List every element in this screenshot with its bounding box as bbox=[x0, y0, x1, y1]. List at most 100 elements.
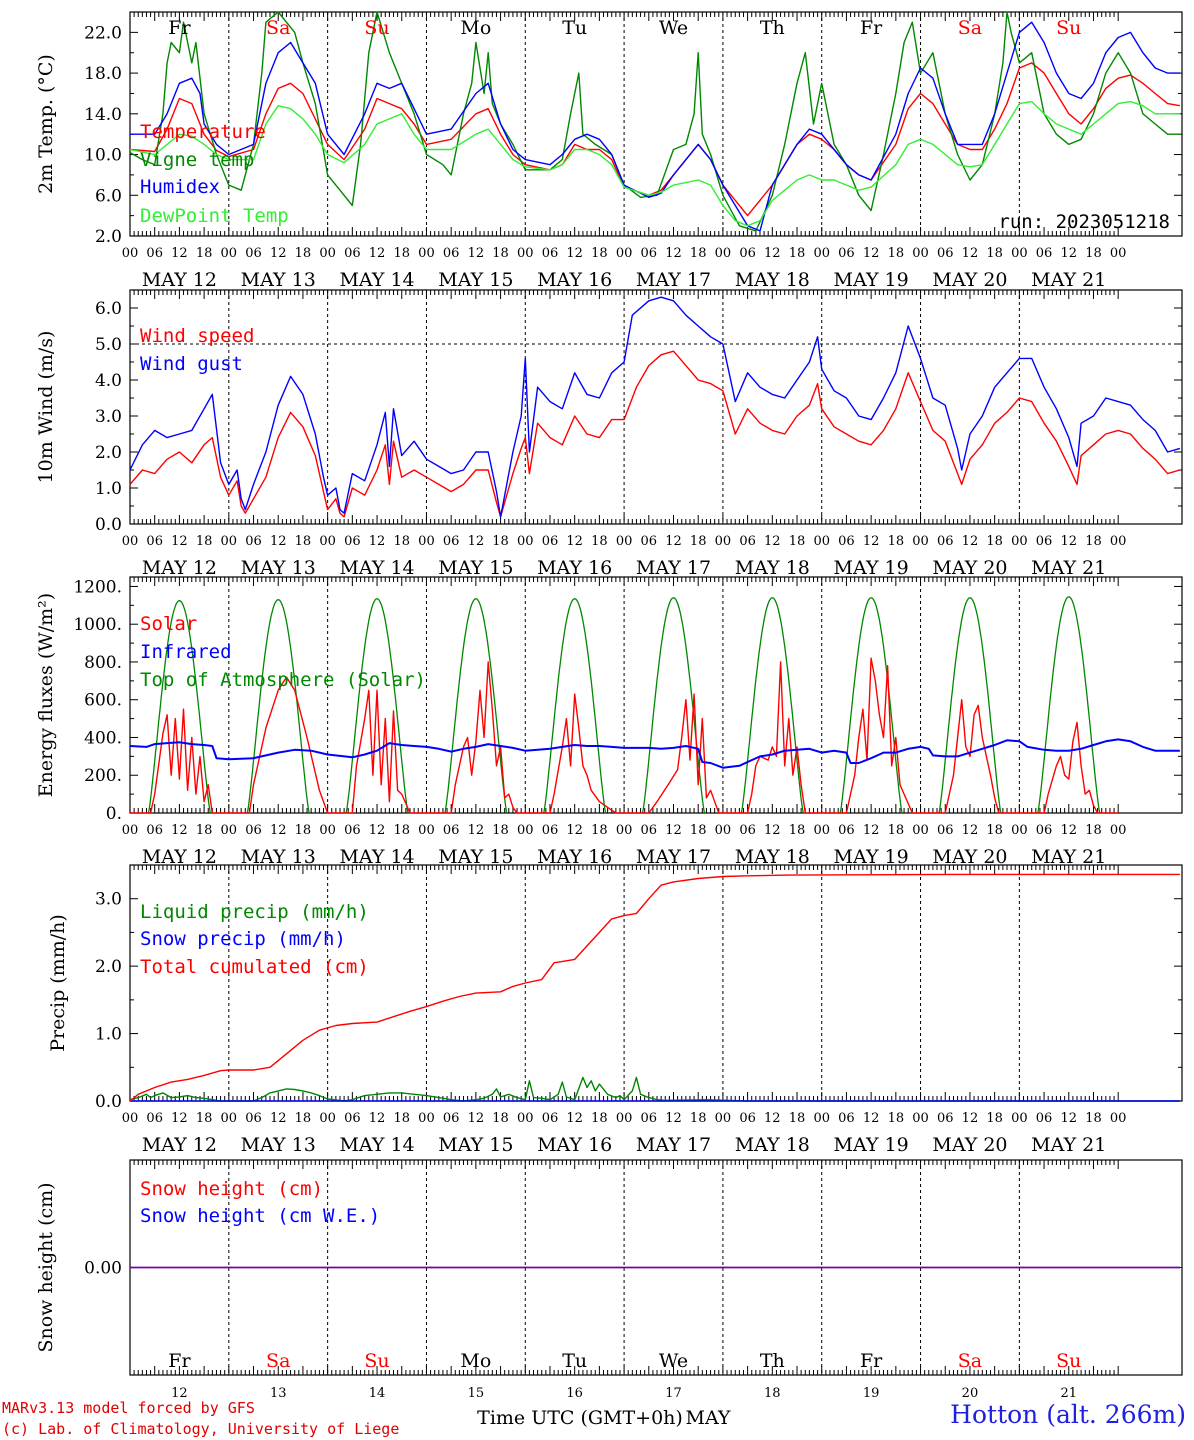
day-number-label: 15 bbox=[468, 1386, 485, 1401]
hour-label: 12 bbox=[369, 534, 386, 549]
hour-label: 12 bbox=[171, 246, 188, 261]
date-label: MAY 14 bbox=[339, 1134, 414, 1156]
day-label: Fr bbox=[860, 17, 883, 39]
hour-label: 18 bbox=[393, 534, 410, 549]
hour-label: 18 bbox=[591, 823, 608, 838]
hour-label: 12 bbox=[566, 823, 583, 838]
model-credit: MARv3.13 model forced by GFS bbox=[2, 1399, 255, 1417]
toa-solar-line bbox=[543, 597, 607, 814]
hour-label: 00 bbox=[1011, 1111, 1028, 1126]
hour-label: 06 bbox=[344, 1111, 361, 1126]
hour-label: 00 bbox=[912, 1111, 929, 1126]
hour-label: 06 bbox=[937, 534, 954, 549]
toa-solar-line bbox=[246, 599, 310, 814]
hour-label: 12 bbox=[270, 1111, 287, 1126]
legend-entry: DewPoint Temp bbox=[140, 205, 289, 227]
toa-solar-line bbox=[147, 599, 211, 814]
legend-entry: Snow height (cm) bbox=[140, 1178, 323, 1200]
hour-label: 12 bbox=[468, 1111, 485, 1126]
date-label: MAY 18 bbox=[735, 269, 810, 291]
day-label: Th bbox=[760, 1350, 785, 1372]
location-title: Hotton (alt. 266m) bbox=[950, 1400, 1186, 1429]
hour-label: 06 bbox=[443, 823, 460, 838]
date-label: MAY 17 bbox=[636, 846, 711, 868]
hour-label: 12 bbox=[1060, 246, 1077, 261]
day-label: Tu bbox=[562, 1350, 587, 1372]
hour-label: 06 bbox=[1036, 534, 1053, 549]
plot-frame bbox=[129, 576, 1183, 814]
hour-label: 00 bbox=[616, 246, 633, 261]
hour-label: 00 bbox=[1110, 534, 1127, 549]
hour-label: 06 bbox=[1036, 246, 1053, 261]
hour-label: 00 bbox=[221, 1111, 238, 1126]
y-tick-label: 4.0 bbox=[95, 371, 122, 391]
hour-label: 00 bbox=[319, 1111, 336, 1126]
hour-label: 00 bbox=[715, 534, 732, 549]
day-number-label: 20 bbox=[962, 1386, 979, 1401]
hour-label: 00 bbox=[616, 534, 633, 549]
date-label: MAY 19 bbox=[834, 269, 909, 291]
hour-label: 06 bbox=[146, 1111, 163, 1126]
y-tick-label: 1.0 bbox=[95, 479, 122, 499]
y-tick-label: 0. bbox=[106, 804, 122, 824]
hour-label: 00 bbox=[517, 534, 534, 549]
hour-label: 00 bbox=[221, 823, 238, 838]
hour-label: 12 bbox=[1060, 1111, 1077, 1126]
date-label: MAY 15 bbox=[438, 846, 513, 868]
legend-entry: Temperature bbox=[140, 121, 266, 143]
hour-label: 00 bbox=[912, 823, 929, 838]
hour-label: 18 bbox=[986, 246, 1003, 261]
date-label: MAY 12 bbox=[142, 1134, 217, 1156]
hour-label: 00 bbox=[122, 534, 139, 549]
date-label: MAY 15 bbox=[438, 1134, 513, 1156]
hour-label: 12 bbox=[1060, 534, 1077, 549]
hour-label: 06 bbox=[245, 246, 262, 261]
hour-label: 06 bbox=[1036, 823, 1053, 838]
hour-label: 18 bbox=[196, 1111, 213, 1126]
hour-label: 06 bbox=[344, 246, 361, 261]
y-tick-label: 1000. bbox=[73, 615, 122, 635]
hour-label: 00 bbox=[1110, 246, 1127, 261]
date-label: MAY 19 bbox=[834, 557, 909, 579]
hour-label: 18 bbox=[789, 246, 806, 261]
hour-label: 06 bbox=[739, 1111, 756, 1126]
date-label: MAY 13 bbox=[241, 269, 316, 291]
day-label: Su bbox=[364, 1350, 389, 1372]
legend-entry: Total cumulated (cm) bbox=[140, 956, 369, 978]
hour-label: 00 bbox=[418, 534, 435, 549]
hour-label: 12 bbox=[863, 246, 880, 261]
y-tick-label: 6.0 bbox=[95, 186, 122, 206]
date-label: MAY 21 bbox=[1031, 269, 1106, 291]
panel-precip: 0.0 1.0 2.0 3.0 Precip (mm/h) Liquid precip (… bbox=[47, 864, 1183, 1156]
hour-label: 00 bbox=[813, 246, 830, 261]
panel-temp: 2.0 6.0 10.0 14.0 18.0 22.0 2m Temp. (°C) Tempe… bbox=[35, 11, 1183, 291]
hour-label: 00 bbox=[517, 1111, 534, 1126]
hour-label: 00 bbox=[813, 534, 830, 549]
date-label: MAY 15 bbox=[438, 557, 513, 579]
date-label: MAY 17 bbox=[636, 269, 711, 291]
hour-label: 18 bbox=[295, 534, 312, 549]
hour-label: 12 bbox=[369, 823, 386, 838]
date-label: MAY 21 bbox=[1031, 1134, 1106, 1156]
hour-label: 18 bbox=[196, 534, 213, 549]
hour-label: 00 bbox=[715, 823, 732, 838]
hour-label: 06 bbox=[443, 246, 460, 261]
day-label: Mo bbox=[460, 17, 491, 39]
hour-label: 18 bbox=[986, 1111, 1003, 1126]
hour-label: 18 bbox=[789, 534, 806, 549]
legend-entry: Wind gust bbox=[140, 353, 243, 375]
y-tick-label: 5.0 bbox=[95, 335, 122, 355]
lab-credit: (c) Lab. of Climatology, University of L… bbox=[2, 1420, 400, 1438]
hour-label: 18 bbox=[295, 246, 312, 261]
date-label: MAY 14 bbox=[339, 557, 414, 579]
date-label: MAY 19 bbox=[834, 846, 909, 868]
hour-label: 00 bbox=[122, 823, 139, 838]
y-tick-label: 3.0 bbox=[95, 407, 122, 427]
y-tick-label: 200. bbox=[84, 766, 122, 786]
hour-label: 06 bbox=[739, 246, 756, 261]
day-label: Tu bbox=[562, 17, 587, 39]
series-line-infrared bbox=[129, 738, 1180, 769]
x-axis-label: Time UTC (GMT+0h) bbox=[477, 1407, 683, 1429]
hour-label: 00 bbox=[1011, 823, 1028, 838]
hour-label: 12 bbox=[566, 1111, 583, 1126]
